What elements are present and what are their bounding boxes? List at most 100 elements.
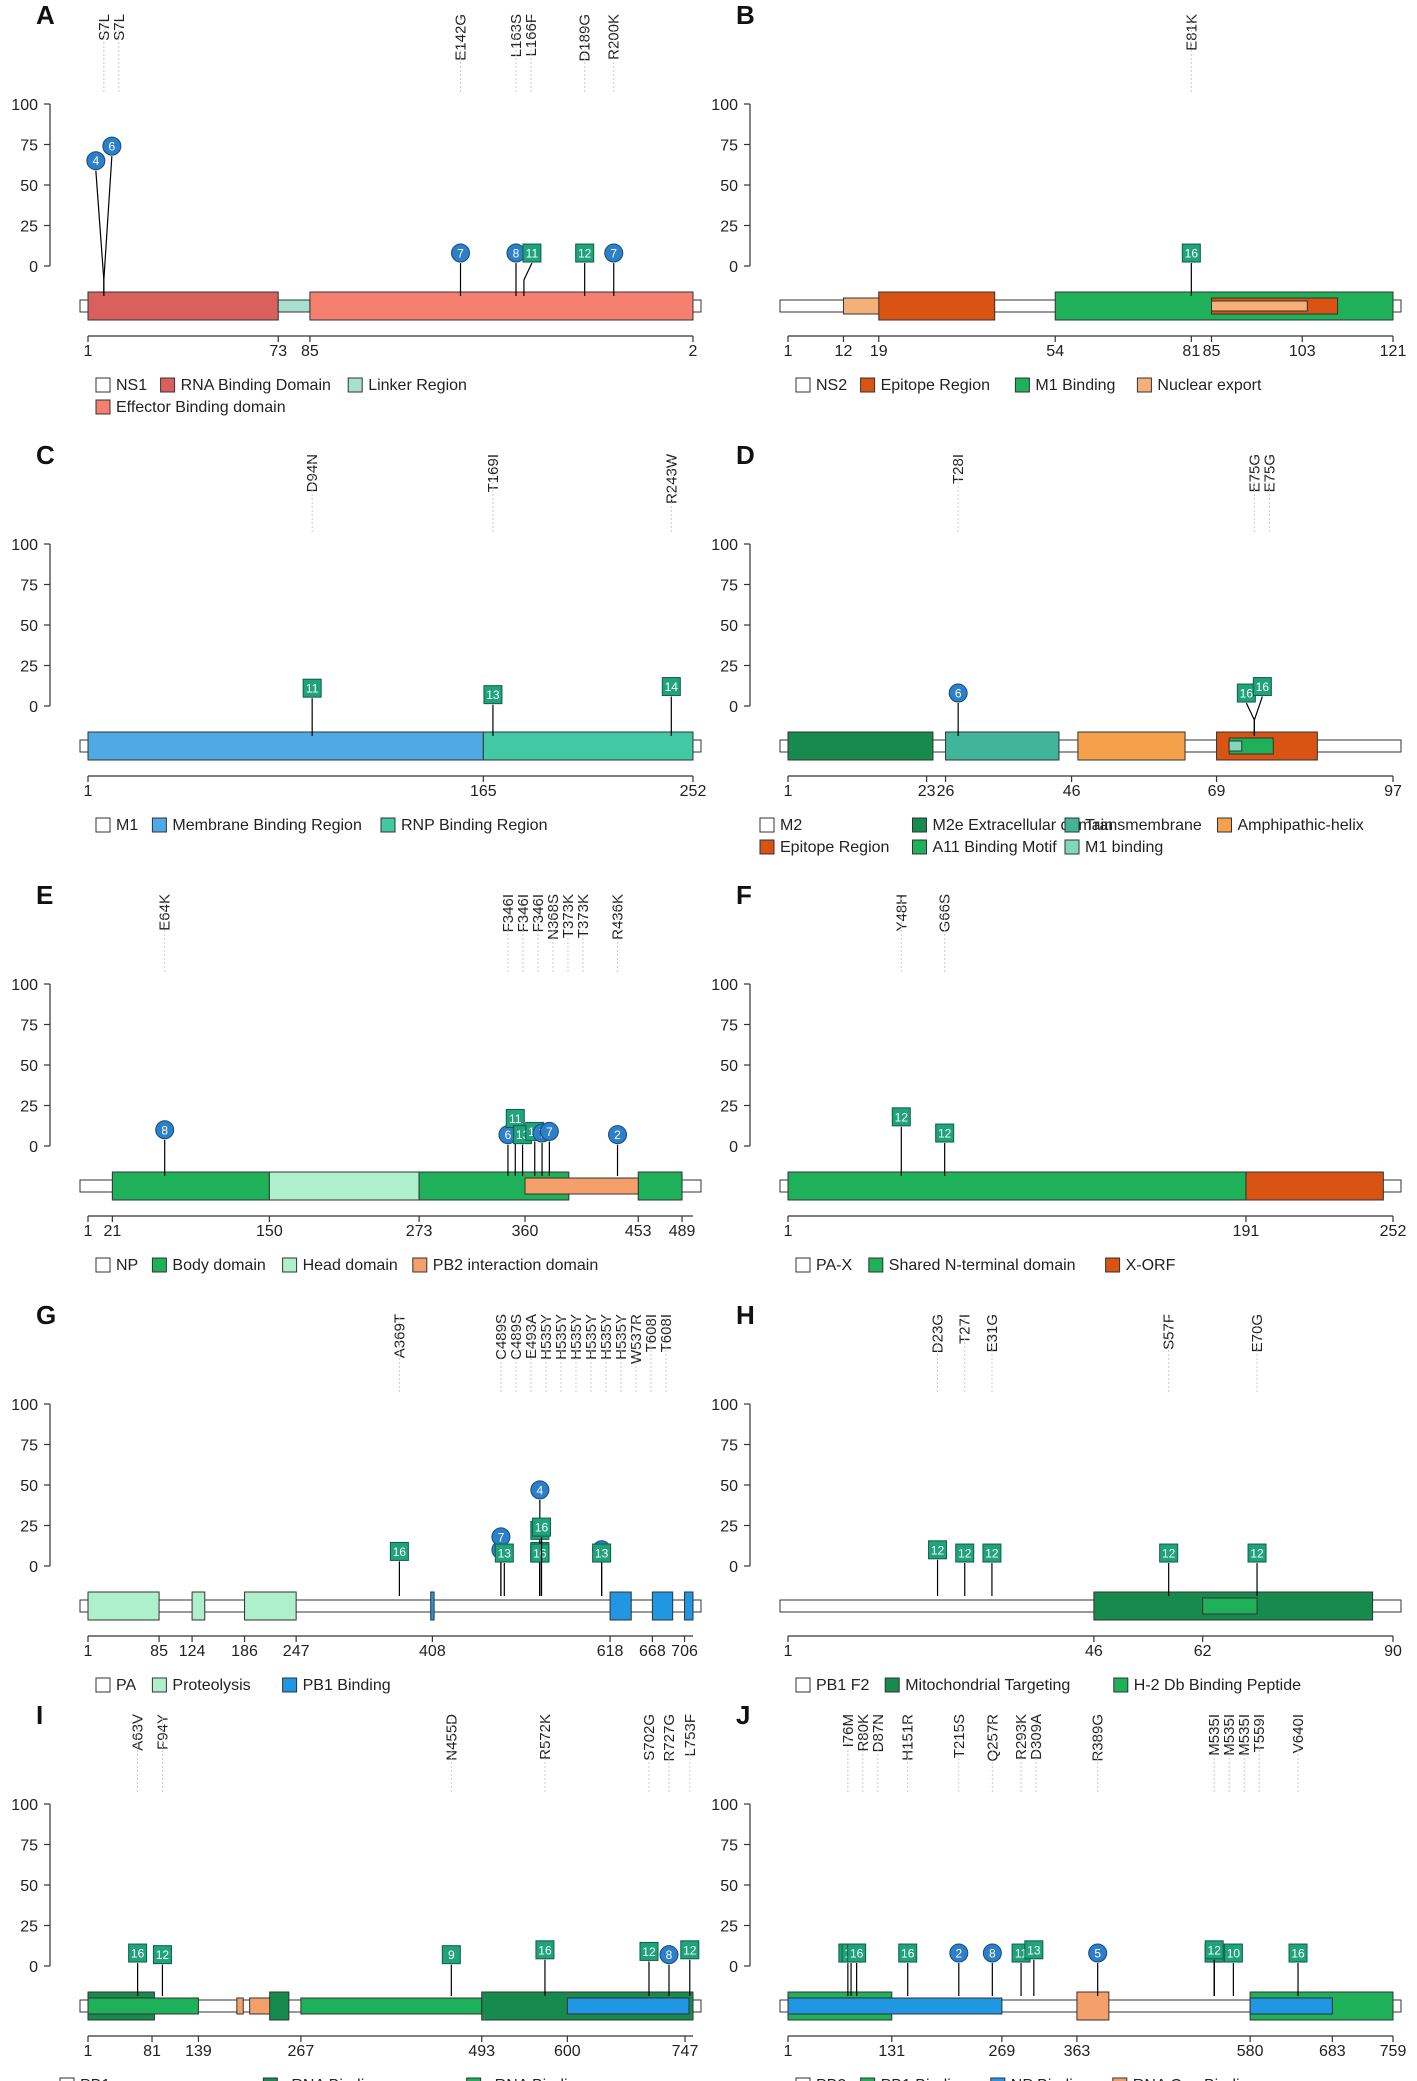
lollipop-square-head[interactable] [592, 1543, 612, 1563]
lollipop-square-head[interactable] [494, 1543, 514, 1563]
x-tick-label: 360 [512, 1223, 539, 1240]
domain-block [236, 1997, 244, 2015]
lollipop-square-head[interactable] [982, 1543, 1002, 1563]
lollipop-count-label: 16 [393, 1545, 407, 1559]
lollipop-square-head[interactable] [128, 1943, 148, 1963]
lollipop-square-head[interactable] [530, 1543, 550, 1563]
legend-swatch [151, 1677, 167, 1693]
mutation-label: R436K [610, 894, 627, 940]
legend-label: Transmembrane [1085, 817, 1202, 834]
panel-letter: F [736, 880, 752, 910]
legend-swatch [95, 1257, 111, 1273]
lollipop-square-head[interactable] [639, 1941, 659, 1961]
lollipop-circle-head[interactable] [948, 683, 968, 703]
lollipop-square-head[interactable] [532, 1517, 552, 1537]
lollipop-square-head[interactable] [1181, 243, 1201, 263]
y-tick-label: 100 [11, 1797, 38, 1814]
x-tick-label: 1 [84, 783, 93, 800]
lollipop-square-head[interactable] [152, 1945, 172, 1965]
lollipop-square-head[interactable] [891, 1107, 911, 1127]
lollipop-square-head[interactable] [1024, 1940, 1044, 1960]
x-tick-label: 85 [1203, 343, 1221, 360]
lollipop-count-label: 13 [498, 1547, 512, 1561]
mutation-label: Y48H [893, 894, 910, 932]
panel-letter: E [36, 880, 53, 910]
lollipop-circle-head[interactable] [155, 1120, 175, 1140]
legend-swatch [795, 2077, 811, 2081]
x-tick-label: 1 [84, 343, 93, 360]
legend-label: Proteolysis [172, 1677, 250, 1694]
lollipop-circle-head[interactable] [86, 151, 106, 171]
mutation-label: T373K [560, 894, 577, 938]
lollipop-square-head[interactable] [1247, 1543, 1267, 1563]
lollipop-square-head[interactable] [1204, 1940, 1224, 1960]
lollipop-circle-head[interactable] [102, 136, 122, 156]
y-tick-label: 75 [20, 578, 38, 595]
legend: PB1 F2 Mitochondrial Targeting H-2 Db Bind… [795, 1677, 1301, 1694]
lollipop-square-head[interactable] [441, 1945, 461, 1965]
domain-block [1228, 740, 1243, 752]
y-tick-label: 50 [20, 1058, 38, 1075]
legend: NS2 Epitope Region M1 Binding Nuclear expor… [795, 377, 1262, 394]
y-tick-label: 25 [720, 659, 738, 676]
lollipop-circle-head[interactable] [608, 1125, 628, 1145]
domain-block [787, 731, 934, 761]
lollipop-square-head[interactable] [898, 1943, 918, 1963]
domain-block [191, 1591, 206, 1621]
legend: PA-X Shared N-terminal domain X-ORF [795, 1257, 1176, 1274]
mutation-label: N455D [443, 1714, 460, 1761]
y-tick-label: 100 [711, 1397, 738, 1414]
lollipop-count-label: 4 [537, 1483, 544, 1497]
lollipop-square-head[interactable] [1252, 677, 1272, 697]
lollipop-square-head[interactable] [535, 1940, 555, 1960]
domain-block [945, 731, 1060, 761]
lollipop-square-head[interactable] [302, 678, 322, 698]
x-tick-label: 408 [419, 1643, 446, 1660]
legend-swatch [912, 817, 927, 833]
legend-swatch [1112, 2077, 1128, 2081]
lollipop-circle-head[interactable] [451, 243, 471, 263]
lollipop-square-head[interactable] [680, 1940, 700, 1960]
domain-block [244, 1591, 297, 1621]
lollipop-circle-head[interactable] [949, 1943, 969, 1963]
legend: NP Body domain Head domain PB2 interaction … [95, 1257, 598, 1274]
y-tick-label: 0 [729, 259, 738, 276]
domain-block [637, 1171, 683, 1201]
lollipop-square-head[interactable] [575, 243, 595, 263]
lollipop-square-head[interactable] [955, 1543, 975, 1563]
x-tick-label: 62 [1194, 1643, 1212, 1660]
panel-letter: D [736, 440, 755, 470]
lollipop-circle-head[interactable] [659, 1945, 679, 1965]
lollipop-square-head[interactable] [661, 677, 681, 697]
lollipop-square-head[interactable] [928, 1540, 948, 1560]
lollipop-circle-head[interactable] [539, 1121, 559, 1141]
legend-label: NP [116, 1257, 138, 1274]
x-tick-label: 453 [625, 1223, 652, 1240]
lollipop-circle-head[interactable] [982, 1943, 1002, 1963]
lollipop-square-head[interactable] [1288, 1943, 1308, 1963]
lollipop-circle-head[interactable] [530, 1480, 550, 1500]
lollipop-square-head[interactable] [483, 685, 503, 705]
lollipop-count-label: 16 [901, 1947, 915, 1961]
lollipop-square-head[interactable] [1159, 1543, 1179, 1563]
lollipop-circle-head[interactable] [604, 243, 624, 263]
lollipop-square-head[interactable] [522, 243, 542, 263]
lollipop-square-head[interactable] [1223, 1943, 1243, 1963]
legend-label: cRNA Binding [487, 2077, 586, 2081]
lollipop-square-head[interactable] [847, 1943, 867, 1963]
domain-block [878, 291, 996, 321]
lollipop-circle-head[interactable] [1088, 1943, 1108, 1963]
x-tick-label: 747 [672, 2043, 699, 2060]
mutation-label: E493A [523, 1314, 540, 1359]
lollipop-square-head[interactable] [389, 1541, 409, 1561]
lollipop-count-label: 11 [526, 247, 539, 261]
y-tick-label: 75 [20, 1838, 38, 1855]
mutation-label: H535Y [553, 1314, 570, 1360]
legend-label: Body domain [172, 1257, 265, 1274]
lollipop-square-head[interactable] [935, 1123, 955, 1143]
mutation-label: E75G [1246, 454, 1263, 492]
